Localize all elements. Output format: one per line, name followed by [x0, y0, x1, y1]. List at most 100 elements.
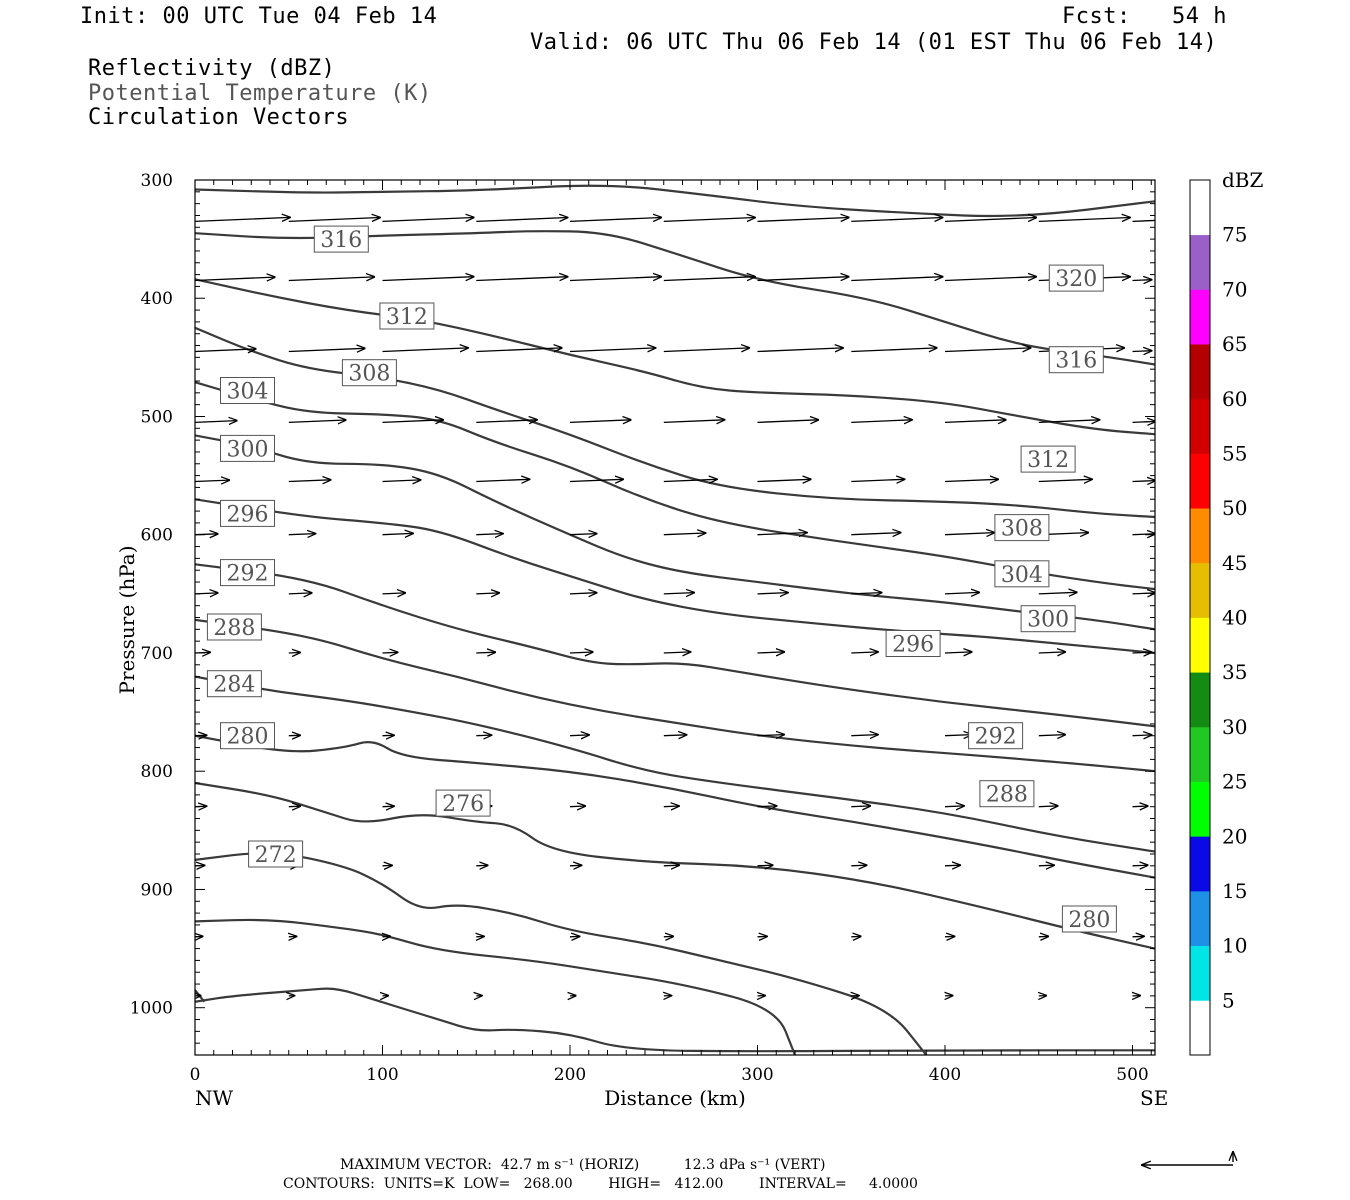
contour-label: 312: [1027, 448, 1069, 473]
x-tick-label: 300: [741, 1065, 773, 1085]
vector-arrow: [663, 479, 717, 481]
valid-time: Valid: 06 UTC Thu 06 Feb 14 (01 EST Thu …: [530, 30, 1218, 55]
vector-arrow: [944, 277, 1036, 281]
vector-arrow: [757, 652, 785, 653]
contour-label: 308: [1001, 517, 1043, 542]
colorbar-label: 10: [1222, 934, 1247, 958]
contour-label-box: [220, 559, 275, 587]
colorbar-label: 25: [1222, 770, 1247, 794]
y-tick-label: 800: [141, 762, 173, 782]
vector-arrow: [569, 735, 589, 736]
vector-arrow: [569, 218, 661, 222]
contour-label-box: [379, 302, 435, 330]
contour-label: 296: [227, 502, 269, 527]
vector-arrow: [1132, 865, 1148, 866]
vector-arrow: [382, 348, 469, 352]
colorbar: 5 10 15 20 25 30 35 40 45 50 55 60 65 70 75: [1189, 179, 1247, 1056]
contour-label: 280: [1068, 908, 1110, 933]
contour-line-304: [195, 326, 1155, 519]
contour-line-268: [195, 852, 928, 1055]
x-right-endpoint: SE: [1140, 1086, 1168, 1110]
colorbar-swatch: [1190, 726, 1210, 782]
vector-arrow: [288, 277, 375, 281]
contour-label-box: [206, 670, 262, 698]
vector-arrow: [663, 420, 725, 423]
circulation-vectors: [195, 217, 1155, 996]
vector-arrow: [944, 218, 1036, 222]
contour-line-272: [195, 781, 1155, 950]
vector-arrow: [757, 533, 807, 535]
y-tick-labels: 300 400 500 600 700 800 900 1000: [130, 171, 173, 1019]
vector-arrow: [569, 593, 597, 594]
vector-arrow: [476, 348, 562, 352]
contour-line-308: [195, 278, 1155, 436]
vector-arrow: [1132, 219, 1155, 223]
vector-arrow: [663, 652, 691, 653]
vector-arrow: [757, 593, 788, 594]
contour-label: 308: [348, 362, 390, 387]
vector-arrow: [944, 420, 1006, 423]
vector-arrow: [476, 534, 503, 535]
reference-vector: [1142, 1152, 1233, 1165]
contour-label: 304: [1001, 563, 1043, 588]
contour-label-box: [994, 560, 1050, 588]
colorbar-swatch: [1190, 453, 1210, 509]
vector-arrow: [944, 479, 998, 481]
vector-arrow: [663, 865, 679, 866]
vector-arrow: [476, 865, 487, 866]
vector-arrow: [569, 865, 581, 866]
theta-contours: [195, 184, 1155, 1055]
vector-arrow: [569, 348, 656, 352]
contour-label-box: [994, 514, 1050, 542]
vector-arrow: [1038, 735, 1066, 736]
vector-arrow: [851, 479, 904, 481]
contour-line-288: [195, 563, 1155, 728]
colorbar-swatch: [1190, 234, 1210, 290]
vector-arrow: [851, 420, 912, 423]
vector-arrow: [1132, 593, 1155, 594]
contour-line-264: [195, 918, 797, 1055]
vector-arrow: [757, 735, 785, 736]
vector-arrow: [382, 277, 474, 281]
contour-label: 296: [892, 633, 934, 658]
field-title-theta: Potential Temperature (K): [88, 81, 432, 106]
vector-arrow: [851, 218, 942, 222]
vector-arrow: [288, 218, 380, 222]
vector-arrow: [569, 277, 661, 281]
vector-arrow: [1132, 652, 1152, 653]
contour-label-box: [220, 722, 275, 750]
colorbar-swatch: [1190, 1000, 1210, 1056]
contour-info-note: CONTOURS: UNITS=K LOW= 268.00 HIGH= 412.…: [283, 1176, 918, 1192]
contour-label-box: [979, 780, 1035, 808]
vector-arrow: [476, 735, 491, 736]
contour-label: 304: [227, 380, 269, 405]
colorbar-swatch: [1190, 781, 1210, 837]
y-tick-label: 900: [141, 881, 173, 901]
vector-arrow: [288, 534, 316, 535]
vector-arrow: [195, 277, 275, 280]
vector-arrow: [663, 593, 694, 594]
contour-label: 288: [986, 783, 1028, 808]
vector-arrow: [757, 348, 844, 352]
colorbar-swatch: [1190, 562, 1210, 618]
vector-arrow: [944, 865, 960, 866]
colorbar-label: 50: [1222, 496, 1247, 520]
colorbar-swatch: [1190, 398, 1210, 454]
contour-label: 292: [975, 725, 1017, 750]
colorbar-label: 15: [1222, 879, 1247, 903]
vector-arrow: [569, 652, 593, 653]
colorbar-label: 60: [1222, 387, 1247, 411]
vector-arrow: [1038, 592, 1077, 594]
vector-arrow: [663, 806, 679, 807]
contour-label: 284: [213, 673, 255, 698]
field-title-vectors: Circulation Vectors: [88, 105, 350, 130]
colorbar-swatch: [1190, 344, 1210, 400]
contour-label-box: [1048, 346, 1104, 374]
vector-arrow: [944, 533, 994, 535]
vector-arrow: [1132, 534, 1155, 535]
colorbar-label: 75: [1222, 223, 1247, 247]
contour-label: 280: [227, 725, 269, 750]
contour-label-box: [1061, 905, 1117, 933]
vector-arrow: [569, 420, 631, 423]
